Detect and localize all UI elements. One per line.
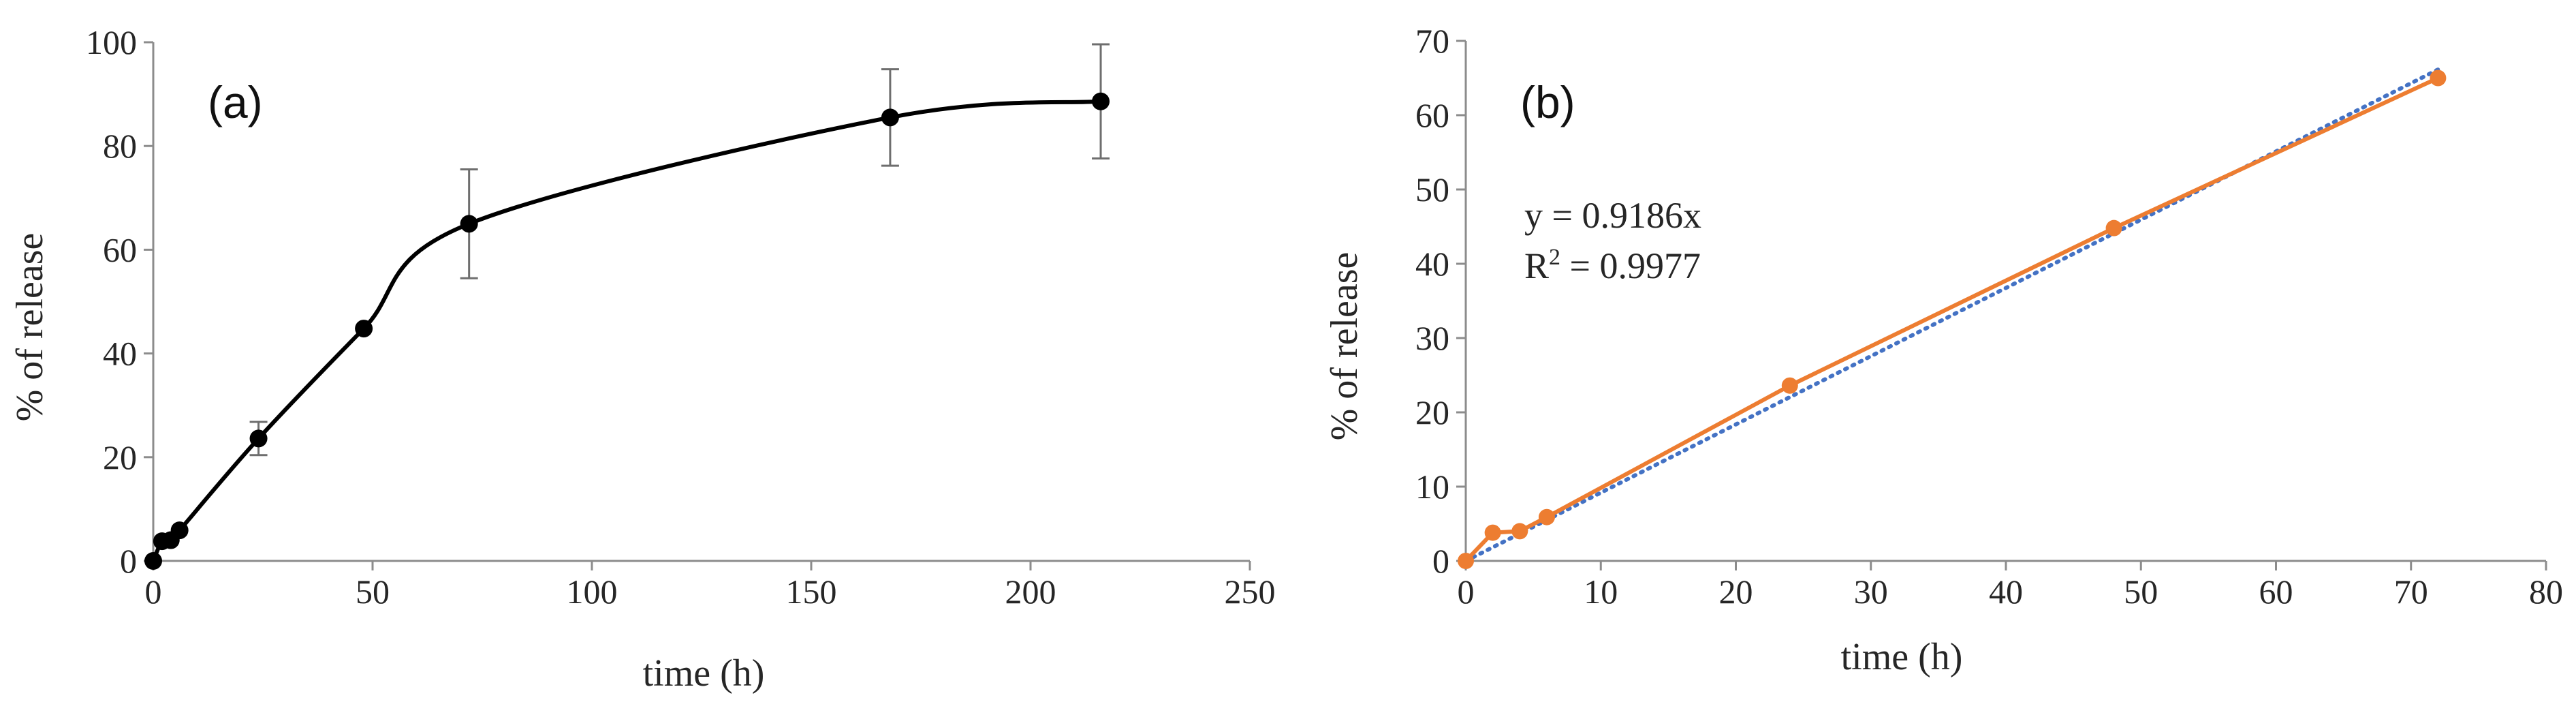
panel-a-series [144, 43, 1110, 570]
release-curve [151, 99, 1101, 562]
panel-a-x-axis-title: time (h) [643, 652, 765, 695]
x-tick-label: 150 [786, 573, 837, 611]
y-tick-label: 40 [103, 335, 137, 373]
data-point [2430, 70, 2447, 87]
panel-b-series [1458, 67, 2447, 569]
panel-a-tick-labels: 0 50 100 150 200 250 0 20 40 60 80 100 [86, 23, 1276, 611]
panel-b-y-axis-title: % of release [1323, 252, 1366, 441]
chart-panel-b: 0 10 20 30 40 50 60 70 80 0 10 20 30 40 50 60 70 time (h… [1323, 22, 2563, 678]
x-tick-label: 20 [1719, 573, 1753, 611]
x-tick-label: 200 [1005, 573, 1056, 611]
x-tick-label: 0 [1458, 573, 1475, 611]
r-squared-superscript: 2 [1549, 245, 1560, 270]
r-squared-prefix: R [1524, 245, 1549, 286]
y-tick-label: 20 [103, 438, 137, 476]
r-squared-value: = 0.9977 [1560, 245, 1701, 286]
panel-a-axes [144, 41, 1251, 570]
data-point [1538, 508, 1555, 525]
data-point [1458, 553, 1474, 569]
x-tick-label: 40 [1989, 573, 2023, 611]
x-tick-label: 50 [2124, 573, 2158, 611]
x-tick-label: 60 [2259, 573, 2293, 611]
x-tick-label: 250 [1225, 573, 1276, 611]
y-tick-label: 100 [86, 23, 137, 61]
y-tick-label: 70 [1415, 22, 1449, 60]
data-point [355, 320, 373, 338]
y-tick-label: 20 [1415, 393, 1449, 431]
y-tick-label: 0 [120, 542, 137, 580]
data-point [249, 429, 268, 448]
panel-b-axes [1456, 40, 2547, 570]
data-point [1511, 523, 1528, 540]
data-point [460, 215, 478, 233]
data-point [2105, 219, 2122, 236]
x-tick-label: 50 [356, 573, 390, 611]
data-point [144, 552, 162, 570]
y-tick-label: 10 [1415, 468, 1449, 506]
y-tick-label: 40 [1415, 245, 1449, 283]
y-tick-label: 0 [1432, 542, 1449, 580]
panel-a-y-axis-title: % of release [9, 233, 51, 422]
data-point [1092, 92, 1110, 110]
y-tick-label: 60 [1415, 96, 1449, 134]
panel-b-label: (b) [1520, 77, 1575, 127]
x-tick-label: 10 [1584, 573, 1618, 611]
data-point [1484, 524, 1501, 541]
x-tick-label: 0 [145, 573, 162, 611]
panel-a-label: (a) [208, 77, 263, 127]
data-point [1781, 377, 1798, 394]
y-tick-label: 50 [1415, 170, 1449, 209]
x-tick-label: 70 [2394, 573, 2428, 611]
data-point [170, 521, 189, 540]
x-tick-label: 30 [1854, 573, 1888, 611]
panel-b-x-axis-title: time (h) [1841, 636, 1963, 678]
y-tick-label: 30 [1415, 319, 1449, 357]
linear-fit-line [1464, 67, 2440, 563]
r-squared-label: R2 = 0.9977 [1524, 245, 1701, 286]
regression-equation: y = 0.9186x [1524, 195, 1701, 236]
y-tick-label: 80 [103, 127, 137, 165]
x-tick-label: 100 [567, 573, 618, 611]
y-tick-label: 60 [103, 230, 137, 269]
data-point [881, 108, 899, 127]
x-tick-label: 80 [2529, 573, 2563, 611]
chart-panel-a: 0 50 100 150 200 250 0 20 40 60 80 100 time (h) % o… [9, 23, 1276, 695]
panel-b-tick-labels: 0 10 20 30 40 50 60 70 80 0 10 20 30 40 50 60 70 [1415, 22, 2563, 611]
